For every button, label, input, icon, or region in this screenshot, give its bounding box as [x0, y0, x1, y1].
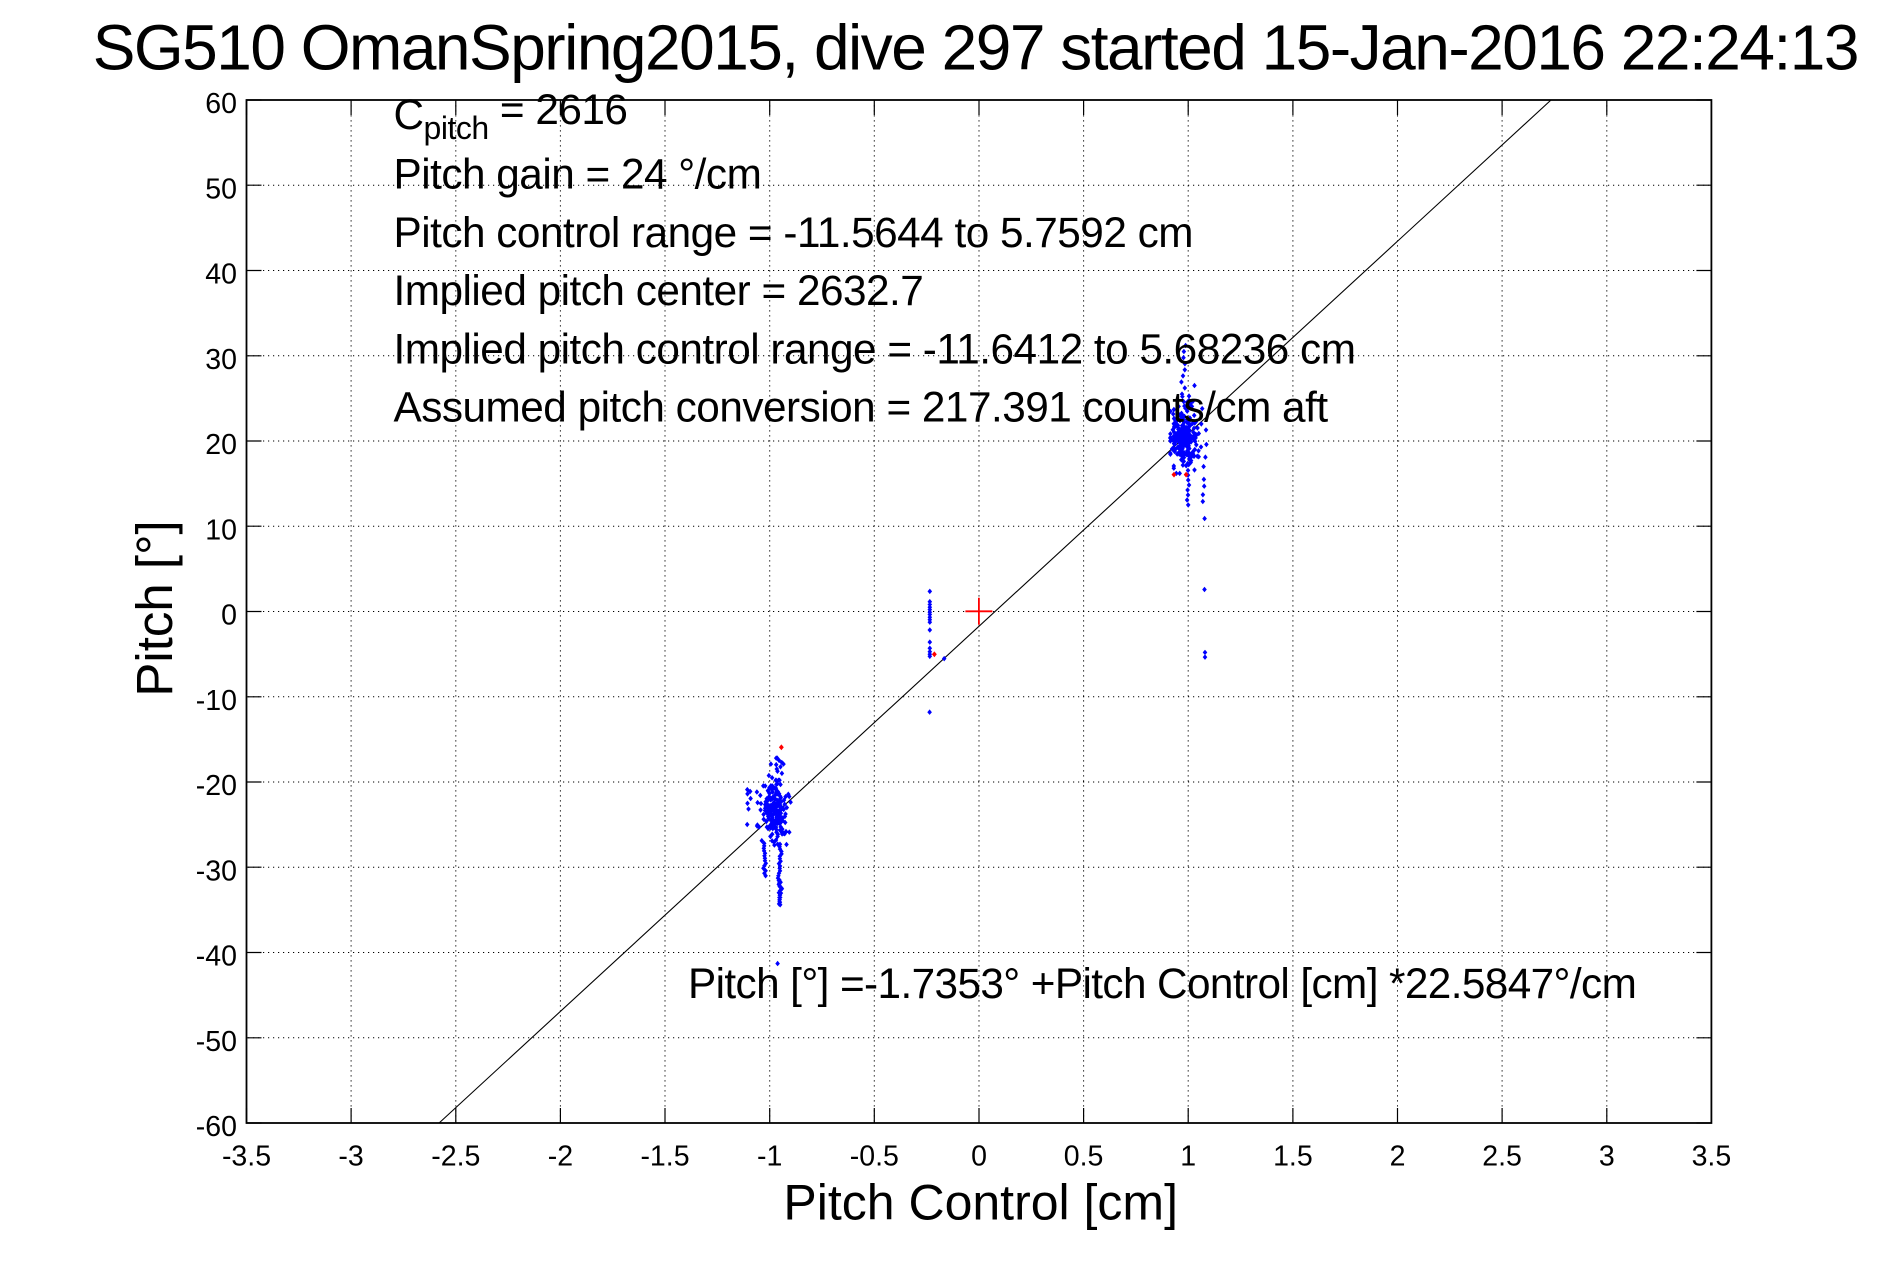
svg-text:Pitch gain = 24 °/cm: Pitch gain = 24 °/cm: [394, 151, 762, 198]
svg-text:0: 0: [221, 600, 237, 632]
svg-text:-30: -30: [196, 855, 237, 887]
svg-text:SG510 OmanSpring2015, dive 297: SG510 OmanSpring2015, dive 297 started 1…: [93, 12, 1858, 84]
svg-text:10: 10: [205, 514, 237, 546]
svg-text:-1.5: -1.5: [640, 1140, 689, 1172]
svg-text:Implied pitch control range =: Implied pitch control range = -11.6412 t…: [394, 325, 1356, 372]
svg-text:-3.5: -3.5: [222, 1140, 271, 1172]
svg-text:-40: -40: [196, 941, 237, 973]
svg-text:0: 0: [971, 1140, 987, 1172]
svg-text:-50: -50: [196, 1026, 237, 1058]
svg-text:2: 2: [1390, 1140, 1406, 1172]
svg-text:20: 20: [205, 429, 237, 461]
svg-text:Pitch [°]: Pitch [°]: [126, 520, 183, 696]
svg-text:30: 30: [205, 344, 237, 376]
svg-text:0.5: 0.5: [1064, 1140, 1104, 1172]
svg-text:60: 60: [205, 88, 237, 120]
svg-text:-20: -20: [196, 770, 237, 802]
svg-text:-0.5: -0.5: [850, 1140, 899, 1172]
svg-text:50: 50: [205, 173, 237, 205]
svg-text:-1: -1: [757, 1140, 782, 1172]
svg-text:40: 40: [205, 259, 237, 291]
svg-text:-10: -10: [196, 685, 237, 717]
svg-text:3.5: 3.5: [1692, 1140, 1732, 1172]
svg-text:Assumed pitch conversion = 217: Assumed pitch conversion = 217.391 count…: [394, 384, 1329, 431]
svg-text:Pitch control range = -11.5644: Pitch control range = -11.5644 to 5.7592…: [394, 209, 1194, 256]
svg-text:3: 3: [1599, 1140, 1615, 1172]
svg-text:Pitch [°] =-1.7353° +Pitch Con: Pitch [°] =-1.7353° +Pitch Control [cm] …: [688, 960, 1636, 1007]
svg-text:-60: -60: [196, 1111, 237, 1143]
svg-text:2.5: 2.5: [1482, 1140, 1522, 1172]
svg-text:1.5: 1.5: [1273, 1140, 1313, 1172]
svg-text:-3: -3: [338, 1140, 363, 1172]
svg-text:1: 1: [1180, 1140, 1196, 1172]
svg-text:-2.5: -2.5: [431, 1140, 480, 1172]
svg-text:-2: -2: [548, 1140, 573, 1172]
svg-text:Pitch Control [cm]: Pitch Control [cm]: [783, 1174, 1178, 1230]
svg-text:Implied pitch center = 2632.7: Implied pitch center = 2632.7: [394, 267, 924, 314]
